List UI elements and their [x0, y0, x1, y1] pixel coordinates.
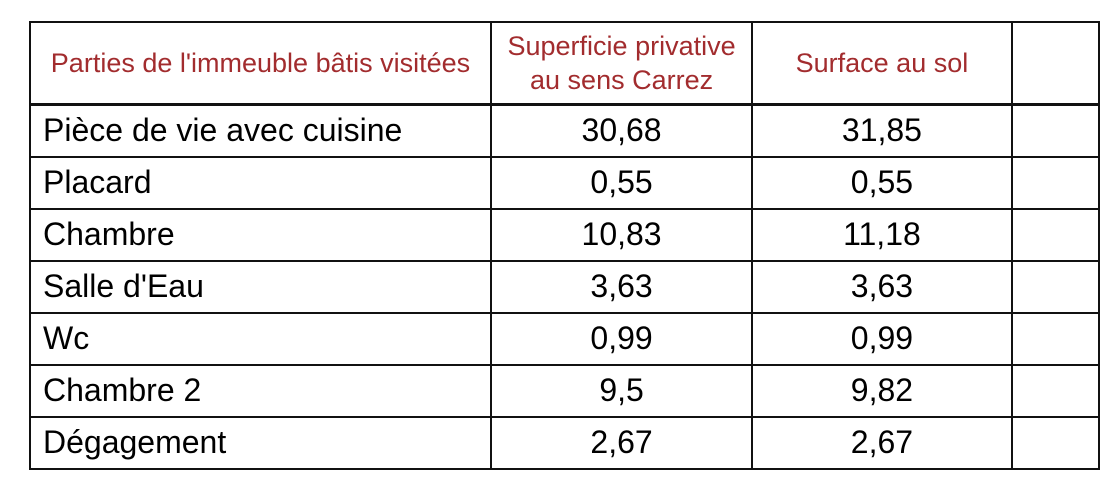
- cell-part-name: Chambre 2: [29, 363, 492, 418]
- table-row: Wc 0,99 0,99: [29, 311, 1100, 366]
- header-row: Parties de l'immeuble bâtis visitées Sup…: [29, 21, 1100, 106]
- table-row: Placard 0,55 0,55: [29, 155, 1100, 210]
- cell-floor-area-value: 2,67: [751, 415, 1013, 470]
- cell-part-name: Chambre: [29, 207, 492, 262]
- cell-extra: [1010, 415, 1100, 470]
- cell-floor-area-value: 9,82: [751, 363, 1013, 418]
- cell-carrez-value: 0,99: [489, 311, 754, 366]
- cell-extra: [1010, 311, 1100, 366]
- column-header-parts: Parties de l'immeuble bâtis visitées: [29, 21, 492, 106]
- column-header-floor-area: Surface au sol: [751, 21, 1013, 106]
- cell-carrez-value: 30,68: [489, 103, 754, 158]
- cell-floor-area-value: 0,99: [751, 311, 1013, 366]
- cell-part-name: Salle d'Eau: [29, 259, 492, 314]
- cell-part-name: Pièce de vie avec cuisine: [29, 103, 492, 158]
- table-row: Pièce de vie avec cuisine 30,68 31,85: [29, 103, 1100, 158]
- cell-carrez-value: 10,83: [489, 207, 754, 262]
- column-header-carrez: Superficie privative au sens Carrez: [489, 21, 754, 106]
- table-row: Chambre 2 9,5 9,82: [29, 363, 1100, 418]
- cell-carrez-value: 3,63: [489, 259, 754, 314]
- cell-floor-area-value: 31,85: [751, 103, 1013, 158]
- table-row: Salle d'Eau 3,63 3,63: [29, 259, 1100, 314]
- carrez-surface-table: Parties de l'immeuble bâtis visitées Sup…: [29, 21, 1100, 470]
- cell-floor-area-value: 11,18: [751, 207, 1013, 262]
- table-body: Pièce de vie avec cuisine 30,68 31,85 Pl…: [29, 103, 1100, 470]
- cell-floor-area-value: 3,63: [751, 259, 1013, 314]
- cell-carrez-value: 0,55: [489, 155, 754, 210]
- cell-carrez-value: 2,67: [489, 415, 754, 470]
- cell-extra: [1010, 103, 1100, 158]
- cell-carrez-value: 9,5: [489, 363, 754, 418]
- cell-extra: [1010, 363, 1100, 418]
- cell-extra: [1010, 207, 1100, 262]
- cell-part-name: Dégagement: [29, 415, 492, 470]
- table-row: Chambre 10,83 11,18: [29, 207, 1100, 262]
- cell-part-name: Wc: [29, 311, 492, 366]
- cell-extra: [1010, 259, 1100, 314]
- table-row: Dégagement 2,67 2,67: [29, 415, 1100, 470]
- cell-floor-area-value: 0,55: [751, 155, 1013, 210]
- cell-extra: [1010, 155, 1100, 210]
- column-header-extra: [1010, 21, 1100, 106]
- cell-part-name: Placard: [29, 155, 492, 210]
- table-header-row: Parties de l'immeuble bâtis visitées Sup…: [29, 21, 1100, 106]
